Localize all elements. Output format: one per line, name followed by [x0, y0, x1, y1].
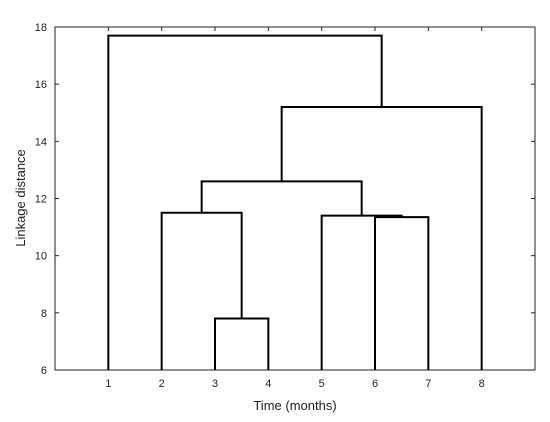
- x-tick-label: 7: [425, 378, 431, 390]
- dendrogram-link: [107, 34, 383, 370]
- x-tick-label: 2: [159, 378, 165, 390]
- x-tick-label: 5: [319, 378, 325, 390]
- y-tick-label: 6: [41, 365, 47, 377]
- y-axis-ticks: 6 8 10 12 14 16 18: [35, 22, 535, 377]
- dendrogram-link: [320, 214, 403, 370]
- x-axis-title: Time (months): [253, 398, 336, 413]
- y-tick-label: 14: [35, 136, 47, 148]
- x-tick-label: 8: [479, 378, 485, 390]
- dendrogram-link: [200, 180, 363, 216]
- x-tick-label: 1: [105, 378, 111, 390]
- dendrogram-link: [280, 106, 483, 370]
- dendrogram-link: [160, 211, 243, 370]
- x-axis-ticks: 1 2 3 4 5 6 7 8: [105, 27, 485, 390]
- y-tick-label: 10: [35, 251, 47, 263]
- x-tick-label: 4: [265, 378, 271, 390]
- y-tick-label: 12: [35, 194, 47, 206]
- y-axis-title: Linkage distance: [13, 149, 28, 247]
- plot-frame: [54, 26, 536, 371]
- x-tick-label: 6: [372, 378, 378, 390]
- dendrogram-link: [214, 317, 270, 370]
- x-tick-label: 3: [212, 378, 218, 390]
- y-tick-label: 18: [35, 22, 47, 34]
- y-tick-label: 8: [41, 308, 47, 320]
- y-tick-label: 16: [35, 79, 47, 91]
- dendrogram-links: [107, 34, 483, 370]
- dendrogram-link: [374, 216, 430, 370]
